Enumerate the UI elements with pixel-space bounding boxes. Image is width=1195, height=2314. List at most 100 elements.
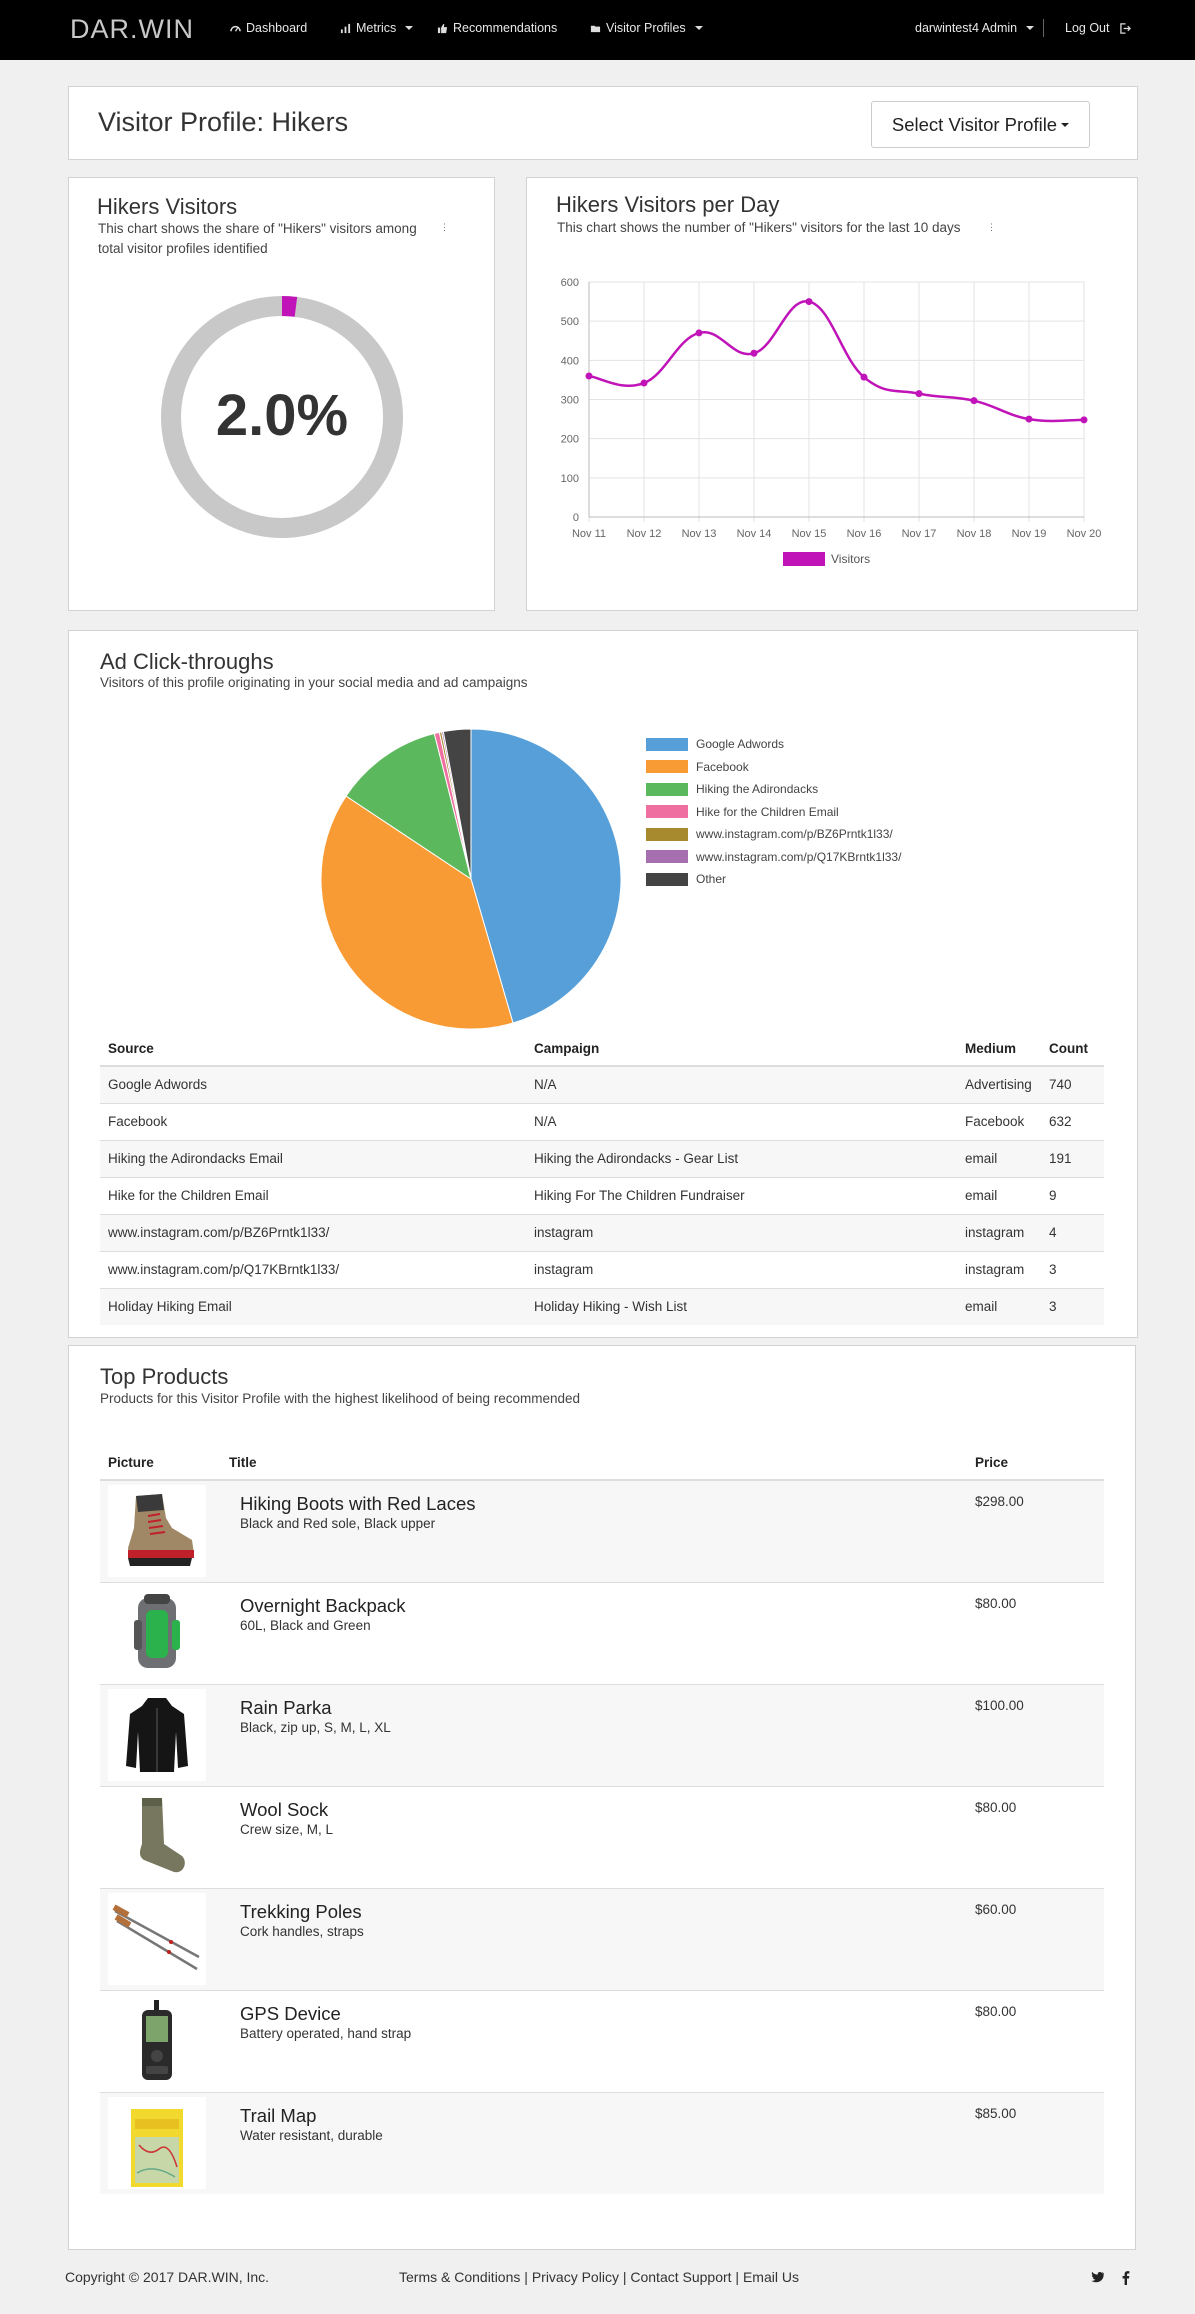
chevron-down-icon [1026,26,1035,30]
legend-item[interactable]: Other [646,872,726,886]
product-name[interactable]: Rain Parka [240,1696,332,1718]
product-row[interactable]: Wool Sock Crew size, M, L $80.00 [100,1785,1104,1888]
legend-item[interactable]: Facebook [646,760,749,774]
privacy-link[interactable]: Privacy Policy [531,2269,619,2285]
cell-campaign: instagram [526,1250,957,1288]
product-name[interactable]: Wool Sock [240,1798,329,1820]
y-tick-label: 300 [561,395,579,407]
data-point[interactable] [860,373,868,381]
product-row[interactable]: Overnight Backpack 60L, Black and Green $8… [100,1581,1104,1684]
legend-swatch [646,760,688,773]
select-visitor-profile-button[interactable]: Select Visitor Profile [871,101,1090,148]
data-point[interactable] [585,372,593,380]
brand-logo[interactable]: DAR.WIN [70,14,194,44]
legend-label: Other [696,872,727,886]
nav-dashboard[interactable]: Dashboard [230,21,307,35]
product-row[interactable]: Trail Map Water resistant, durable $85.00 [100,2091,1104,2194]
x-tick-label: Nov 13 [682,528,717,540]
data-point[interactable] [915,390,923,398]
column-header-count[interactable]: Count [1041,1031,1104,1067]
hiking-boot-icon[interactable] [108,1485,206,1577]
data-point[interactable] [640,379,648,387]
cell-medium: instagram [957,1250,1041,1288]
cell-campaign: Hiking the Adirondacks - Gear List [526,1139,957,1177]
logout-link[interactable]: Log Out [1065,21,1132,35]
legend-swatch [646,872,688,886]
nav-visitor-profiles[interactable]: Visitor Profiles [590,21,703,35]
pie-slice[interactable] [320,795,514,1030]
legend-swatch [646,827,688,841]
product-name[interactable]: Hiking Boots with Red Laces [240,1493,476,1514]
data-point[interactable] [1080,416,1088,424]
x-tick-label: Nov 16 [847,528,882,540]
legend-item[interactable]: www.instagram.com/p/Q17KBrntk1l33/ [646,850,901,864]
table-header-row: Source Campaign Medium Count [100,1031,1104,1067]
legend-label: Google Adwords [696,737,785,751]
visitors-per-day-line-chart: 0 100 200 300 400 500 600 Nov 11 Nov 12 Nov 13 Nov… [561,277,1102,566]
cell-campaign: N/A [526,1065,957,1103]
y-tick-label: 100 [561,473,579,485]
info-icon[interactable]: ⋮ [440,222,449,232]
product-row[interactable]: Hiking Boots with Red Laces Black and Red… [100,1479,1104,1582]
facebook-icon[interactable] [1121,2270,1130,2285]
legend-item[interactable]: www.instagram.com/p/BZ6Prntk1l33/ [646,827,893,841]
trail-map-icon[interactable] [108,2096,206,2189]
data-point[interactable] [750,349,758,357]
cell-campaign: instagram [526,1213,957,1251]
data-point[interactable] [805,298,813,306]
twitter-icon[interactable] [1091,2271,1105,2284]
user-menu[interactable]: darwintest4 Admin [915,21,1035,35]
sock-icon[interactable] [108,1790,206,1883]
x-tick-label: Nov 20 [1067,528,1102,540]
legend-swatch [646,805,688,818]
column-header-medium[interactable]: Medium [957,1031,1041,1067]
legend-label: www.instagram.com/p/Q17KBrntk1l33/ [696,849,902,864]
legend-item[interactable]: Hiking the Adirondacks [646,782,818,796]
nav-recommendations[interactable]: Recommendations [437,21,557,35]
folder-icon [590,25,601,32]
product-name[interactable]: GPS Device [240,2002,341,2024]
nav-metrics[interactable]: Metrics [340,21,414,35]
cell-source: Hike for the Children Email [100,1176,526,1214]
table-row: Facebook N/A Facebook 632 [100,1102,1104,1140]
contact-support-link[interactable]: Contact Support [630,2269,732,2285]
backpack-icon[interactable] [108,1586,206,1679]
legend-item[interactable]: Google Adwords [646,737,784,751]
cell-picture [100,2091,221,2194]
product-row[interactable]: Trekking Poles Cork handles, straps $60.00 [100,1887,1104,1990]
gps-device-icon[interactable] [108,1994,206,2087]
product-name[interactable]: Trekking Poles [240,1900,362,1922]
legend-item[interactable]: Hike for the Children Email [646,805,839,819]
cell-count: 191 [1041,1139,1104,1177]
page-title: Visitor Profile: Hikers [98,107,349,137]
parka-icon[interactable] [108,1688,206,1781]
product-row[interactable]: GPS Device Battery operated, hand strap $8… [100,1989,1104,2092]
column-header-campaign[interactable]: Campaign [526,1031,957,1067]
product-price: $298.00 [975,1494,1024,1509]
pie-slice[interactable] [345,732,472,881]
cell-title: Overnight Backpack 60L, Black and Green [221,1581,967,1684]
column-header-source[interactable]: Source [100,1031,526,1067]
product-name[interactable]: Overnight Backpack [240,1594,406,1616]
trekking-poles-icon[interactable] [108,1892,206,1985]
product-row[interactable]: Rain Parka Black, zip up, S, M, L, XL $100… [100,1683,1104,1786]
pie-slice[interactable] [470,728,622,1024]
cell-price: $60.00 [967,1887,1104,1990]
cell-title: GPS Device Battery operated, hand strap [221,1989,967,2092]
x-tick-label: Nov 15 [792,528,827,540]
data-point[interactable] [970,397,978,405]
product-name[interactable]: Trail Map [240,2104,317,2126]
nav-recommendations-label: Recommendations [453,21,558,35]
info-icon[interactable]: ⋮ [987,222,996,232]
cell-campaign: N/A [526,1102,957,1140]
cell-medium: email [957,1287,1041,1325]
pie-slice[interactable] [442,728,472,880]
data-point[interactable] [1025,415,1033,423]
cell-title: Hiking Boots with Red Laces Black and Red… [221,1479,967,1582]
y-tick-label: 400 [561,355,579,367]
table-row: www.instagram.com/p/Q17KBrntk1l33/instag… [100,1250,1104,1288]
email-us-link[interactable]: Email Us [742,2269,799,2285]
data-point[interactable] [695,329,703,337]
terms-link[interactable]: Terms & Conditions [399,2269,521,2285]
legend-label: Hiking the Adirondacks [696,782,819,796]
